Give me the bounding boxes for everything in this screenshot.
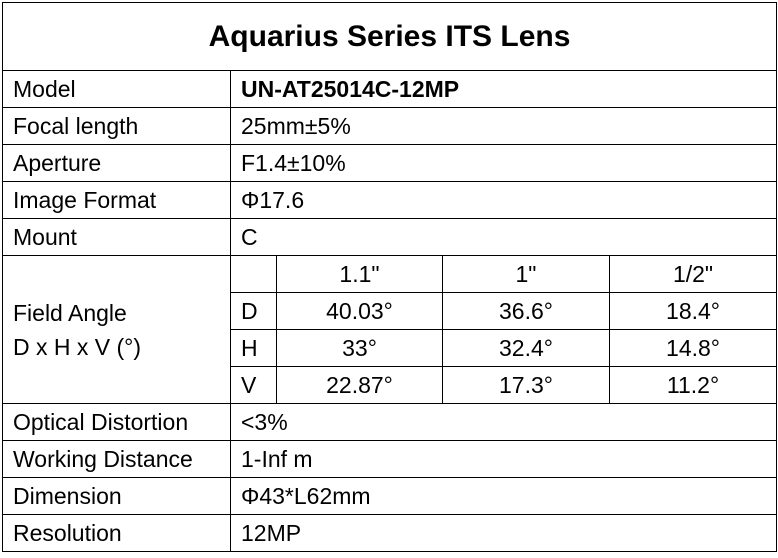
angle-value: 40.03° [276, 292, 443, 330]
angle-value: 18.4° [608, 292, 778, 330]
format-header: 1" [442, 255, 610, 293]
table-row: Model UN-AT25014C-12MP [2, 70, 778, 108]
angle-value: 32.4° [442, 329, 610, 367]
row-value: <3% [229, 403, 778, 441]
row-value: 25mm±5% [229, 107, 778, 145]
row-label: Aperture [2, 144, 231, 182]
table-row: Focal length 25mm±5% [2, 107, 778, 145]
row-value: 1-Inf m [229, 440, 778, 478]
axis-label: V [230, 366, 277, 404]
angle-value: 14.8° [608, 329, 778, 367]
table-row: Mount C [2, 218, 778, 256]
row-label: Mount [2, 218, 231, 256]
row-label: Working Distance [2, 440, 231, 478]
field-angle-label-line1: Field Angle [13, 299, 127, 326]
axis-label: H [230, 329, 277, 367]
row-label: Optical Distortion [2, 403, 231, 441]
table-row: Working Distance 1-Inf m [2, 440, 778, 478]
format-header: 1.1" [276, 255, 443, 293]
field-angle-row: H 33° 32.4° 14.8° [3, 329, 778, 367]
table-title: Aquarius Series ITS Lens [1, 2, 778, 71]
angle-value: 22.87° [276, 366, 443, 404]
row-label: Resolution [2, 514, 231, 552]
angle-value: 17.3° [442, 366, 610, 404]
angle-value: 33° [276, 329, 443, 367]
row-value: Φ43*L62mm [229, 477, 778, 515]
row-label: Dimension [2, 477, 231, 515]
row-value: F1.4±10% [229, 144, 778, 182]
field-angle-header-row: Field Angle D x H x V (°) 1.1" 1" 1/2" [2, 255, 778, 404]
angle-value: 36.6° [442, 292, 610, 330]
field-angle-label: Field Angle D x H x V (°) [2, 255, 231, 404]
angle-value: 11.2° [608, 366, 778, 404]
table-row: Resolution 12MP [2, 514, 778, 552]
model-value: UN-AT25014C-12MP [229, 70, 778, 108]
table-row: Aperture F1.4±10% [2, 144, 778, 182]
row-value: C [229, 218, 778, 256]
row-label: Image Format [2, 181, 231, 219]
table-row: Optical Distortion <3% [2, 403, 778, 441]
row-value: 12MP [229, 514, 778, 552]
table-row: Dimension Φ43*L62mm [2, 477, 778, 515]
field-angle-label-line2: D x H x V (°) [13, 333, 142, 360]
row-label: Model [2, 70, 231, 108]
empty-cell [230, 255, 277, 293]
axis-label: D [230, 292, 277, 330]
row-value: Φ17.6 [229, 181, 778, 219]
format-header: 1/2" [608, 255, 778, 293]
table-row: Image Format Φ17.6 [2, 181, 778, 219]
row-label: Focal length [2, 107, 231, 145]
field-angle-row: D 40.03° 36.6° 18.4° [3, 292, 778, 330]
title-row: Aquarius Series ITS Lens [1, 2, 778, 71]
